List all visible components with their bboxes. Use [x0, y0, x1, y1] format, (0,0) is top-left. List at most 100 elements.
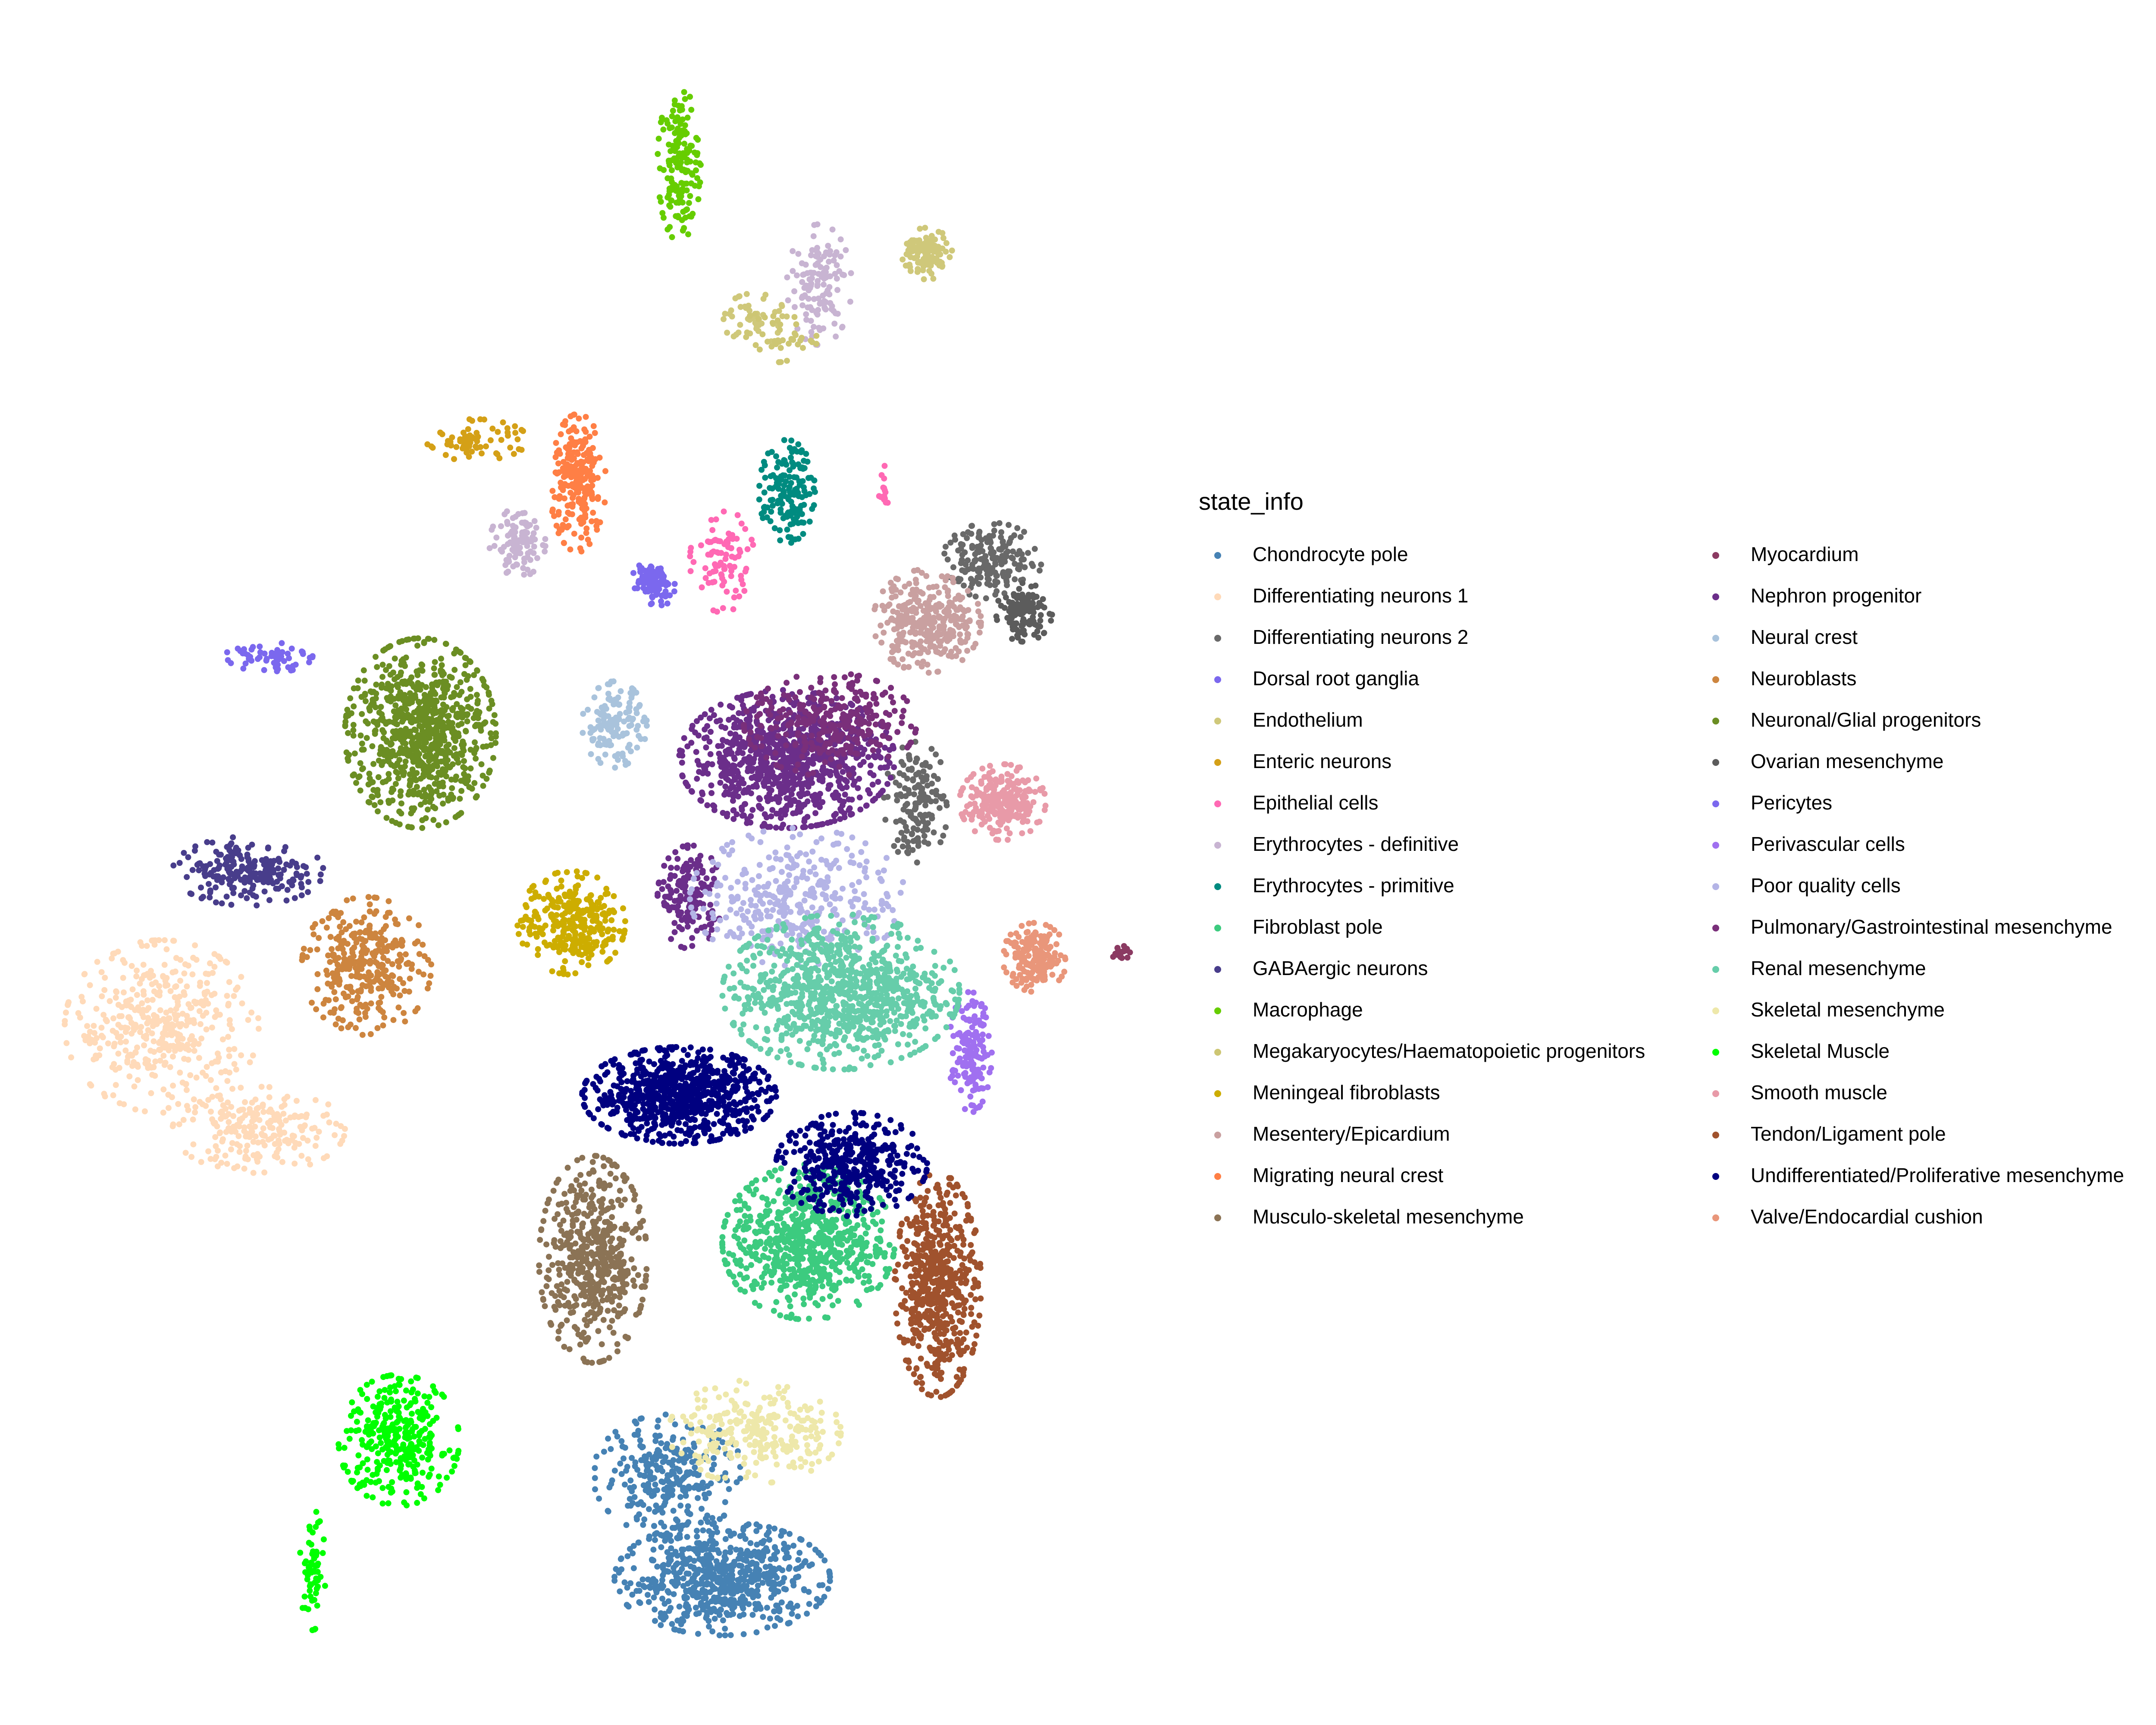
data-point — [731, 564, 738, 570]
data-point — [645, 1576, 651, 1583]
data-point — [570, 950, 577, 957]
data-point — [110, 1015, 116, 1022]
data-point — [291, 1160, 298, 1167]
data-point — [605, 1508, 611, 1514]
data-point — [779, 1258, 786, 1264]
data-point — [453, 444, 460, 450]
data-point — [755, 1593, 761, 1599]
data-point — [742, 1201, 748, 1207]
data-point — [265, 844, 271, 851]
data-point — [275, 865, 282, 872]
data-point — [774, 464, 780, 471]
data-point — [184, 1013, 190, 1019]
data-point — [625, 1603, 631, 1609]
data-point — [917, 226, 923, 232]
data-point — [570, 941, 576, 948]
data-point — [815, 307, 821, 313]
data-point — [709, 1628, 716, 1634]
data-point — [684, 1534, 690, 1540]
data-point — [925, 649, 931, 655]
data-point — [569, 495, 576, 501]
data-point — [1000, 569, 1006, 575]
data-point — [774, 1225, 781, 1231]
data-point — [198, 1035, 205, 1042]
data-point — [509, 546, 516, 553]
data-point — [688, 107, 695, 113]
data-point — [247, 1059, 253, 1066]
data-point — [1017, 534, 1024, 540]
data-point — [860, 1280, 867, 1286]
data-point — [805, 287, 812, 294]
data-point — [941, 630, 948, 637]
data-point — [759, 1580, 766, 1586]
data-point — [590, 423, 597, 430]
data-point — [251, 862, 257, 868]
data-point — [559, 940, 566, 946]
data-point — [955, 576, 962, 582]
data-point — [536, 1262, 542, 1269]
data-point — [270, 1132, 277, 1138]
data-point — [260, 1102, 266, 1108]
data-point — [562, 910, 568, 916]
data-point — [820, 1273, 827, 1280]
data-point — [736, 546, 743, 553]
data-point — [320, 1113, 327, 1119]
data-point — [189, 971, 196, 978]
data-point — [228, 1104, 235, 1110]
data-point — [566, 935, 572, 941]
data-point — [713, 1558, 720, 1565]
data-point — [161, 937, 168, 944]
data-point — [260, 1138, 266, 1145]
data-point — [94, 959, 100, 965]
data-point — [659, 210, 666, 216]
data-point — [652, 1587, 659, 1593]
data-point — [207, 861, 213, 867]
data-point — [539, 931, 546, 938]
data-point — [947, 539, 954, 546]
data-point — [830, 257, 837, 264]
data-point — [200, 894, 206, 900]
data-point — [304, 871, 310, 877]
data-point — [600, 1317, 607, 1323]
data-point — [1018, 556, 1025, 563]
data-point — [296, 1141, 302, 1147]
data-point — [756, 496, 762, 503]
data-point — [946, 254, 953, 260]
data-point — [779, 313, 786, 320]
data-point — [667, 224, 673, 230]
data-point — [755, 1219, 761, 1225]
data-point — [187, 1072, 194, 1079]
data-point — [498, 523, 504, 530]
data-point — [552, 870, 558, 877]
data-point — [171, 938, 177, 944]
data-point — [877, 1282, 884, 1288]
data-point — [128, 963, 135, 969]
data-point — [832, 1283, 839, 1289]
data-point — [235, 646, 241, 652]
data-point — [1010, 548, 1016, 555]
data-point — [689, 210, 696, 217]
data-point — [864, 1259, 870, 1265]
data-point — [469, 448, 475, 455]
data-point — [558, 877, 564, 884]
data-point — [548, 912, 554, 918]
data-point — [827, 273, 834, 279]
data-point — [641, 1516, 648, 1523]
data-point — [466, 416, 473, 423]
data-point — [720, 1601, 727, 1607]
data-point — [904, 775, 910, 782]
data-point — [505, 429, 511, 436]
data-point — [733, 1207, 740, 1213]
data-point — [670, 1457, 677, 1463]
data-point — [599, 925, 606, 932]
data-point — [773, 341, 779, 347]
data-point — [599, 931, 605, 938]
data-point — [180, 1117, 187, 1123]
data-point — [172, 994, 178, 1000]
data-point — [167, 1064, 173, 1070]
data-point — [191, 998, 197, 1005]
data-point — [293, 1098, 300, 1104]
data-point — [827, 248, 834, 254]
data-point — [978, 574, 984, 580]
data-point — [946, 636, 953, 642]
